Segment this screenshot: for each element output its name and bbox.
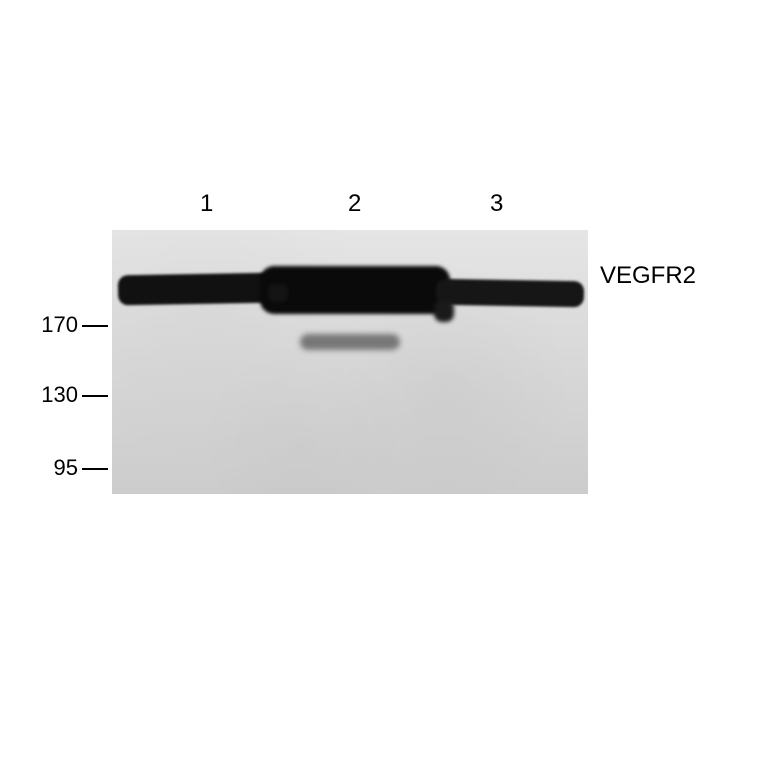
band [436, 279, 584, 308]
lane-label: 3 [490, 190, 503, 218]
band [260, 266, 450, 314]
lane-label: 2 [348, 190, 361, 218]
marker-label: 130 [41, 382, 78, 408]
protein-label: VEGFR2 [600, 262, 696, 290]
lane-label: 1 [200, 190, 213, 218]
band [300, 334, 400, 350]
band [268, 284, 288, 302]
marker-tick [82, 325, 108, 327]
blot-figure: 1 2 3 VEGFR2 170 130 95 [0, 0, 764, 764]
marker-label: 95 [54, 455, 78, 481]
band [118, 273, 274, 306]
band [434, 300, 454, 322]
marker-tick [82, 395, 108, 397]
marker-tick [82, 468, 108, 470]
marker-label: 170 [41, 312, 78, 338]
